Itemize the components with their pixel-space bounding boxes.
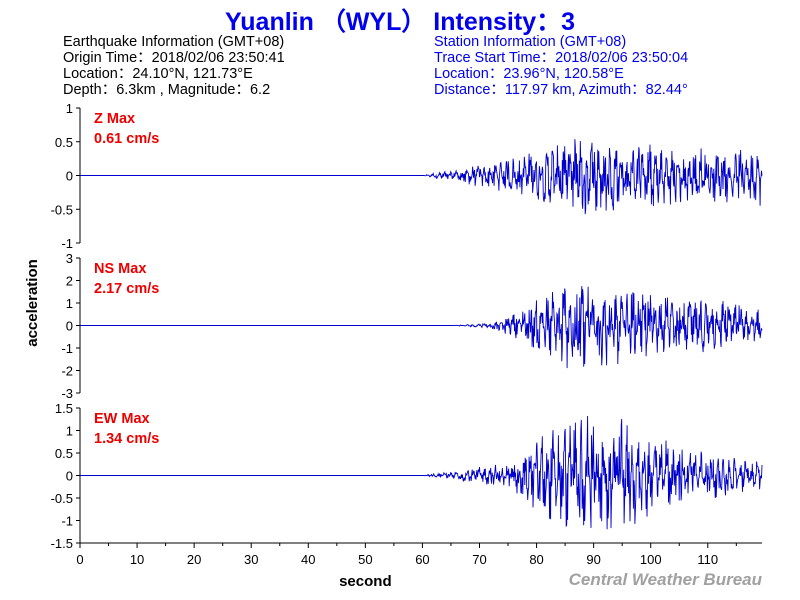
station-distance: Distance：117.97 km, Azimuth：82.44° <box>434 82 688 98</box>
y-tick-label: 0.5 <box>55 135 73 150</box>
x-tick-label: 10 <box>130 552 144 567</box>
earthquake-heading: Earthquake Information (GMT+08) <box>63 34 285 50</box>
x-tick-label: 50 <box>358 552 372 567</box>
y-tick-label: 0.5 <box>55 446 73 461</box>
y-tick-label: 1.5 <box>55 401 73 416</box>
y-tick-label: 2 <box>66 274 73 289</box>
x-tick-label: 100 <box>640 552 662 567</box>
y-tick-label: -1 <box>61 341 73 356</box>
waveform-ns <box>80 286 763 369</box>
y-tick-label: -0.5 <box>51 491 73 506</box>
x-tick-label: 0 <box>76 552 83 567</box>
panel-max-ns: 2.17 cm/s <box>94 281 159 297</box>
y-axis-title: acceleration <box>24 259 41 347</box>
y-tick-label: -3 <box>61 386 73 401</box>
y-tick-label: -1 <box>61 236 73 251</box>
x-tick-label: 110 <box>697 552 718 567</box>
panel-label-ns: NS Max <box>94 261 146 277</box>
epicenter-location: Location：24.10°N, 121.73°E <box>63 66 253 82</box>
y-tick-label: 0 <box>66 319 73 334</box>
x-tick-label: 60 <box>415 552 429 567</box>
x-tick-label: 90 <box>586 552 600 567</box>
y-tick-label: 1 <box>66 424 73 439</box>
y-tick-label: 0 <box>66 469 73 484</box>
y-tick-label: 1 <box>66 296 73 311</box>
y-tick-label: -0.5 <box>51 202 73 217</box>
credit-label: Central Weather Bureau <box>568 570 762 589</box>
x-axis-title: second <box>339 573 392 590</box>
x-tick-label: 70 <box>472 552 486 567</box>
earthquake-info: Earthquake Information (GMT+08) Origin T… <box>63 34 285 98</box>
chart-title: Yuanlin （WYL） Intensity：3 <box>224 8 576 36</box>
depth-magnitude: Depth：6.3km , Magnitude：6.2 <box>63 82 271 98</box>
y-tick-label: -2 <box>61 364 73 379</box>
y-tick-label: 0 <box>66 169 73 184</box>
x-tick-label: 20 <box>187 552 201 567</box>
x-tick-label: 40 <box>301 552 315 567</box>
station-heading: Station Information (GMT+08) <box>434 34 627 50</box>
trace-start-time: Trace Start Time：2018/02/06 23:50:04 <box>434 50 689 66</box>
origin-time: Origin Time：2018/02/06 23:50:41 <box>63 50 285 66</box>
waveform-ew <box>80 415 763 530</box>
station-location: Location：23.96°N, 120.58°E <box>434 66 624 82</box>
panel-max-z: 0.61 cm/s <box>94 131 159 147</box>
y-tick-label: 1 <box>66 101 73 116</box>
panel-max-ew: 1.34 cm/s <box>94 431 159 447</box>
panel-label-ew: EW Max <box>94 411 150 427</box>
x-tick-label: 80 <box>529 552 543 567</box>
y-tick-label: -1 <box>61 514 73 529</box>
station-info: Station Information (GMT+08) Trace Start… <box>434 34 688 98</box>
y-tick-label: -1.5 <box>51 536 73 551</box>
x-tick-label: 30 <box>244 552 258 567</box>
y-tick-label: 3 <box>66 251 73 266</box>
panel-label-z: Z Max <box>94 111 135 127</box>
waveform-z <box>80 139 763 215</box>
